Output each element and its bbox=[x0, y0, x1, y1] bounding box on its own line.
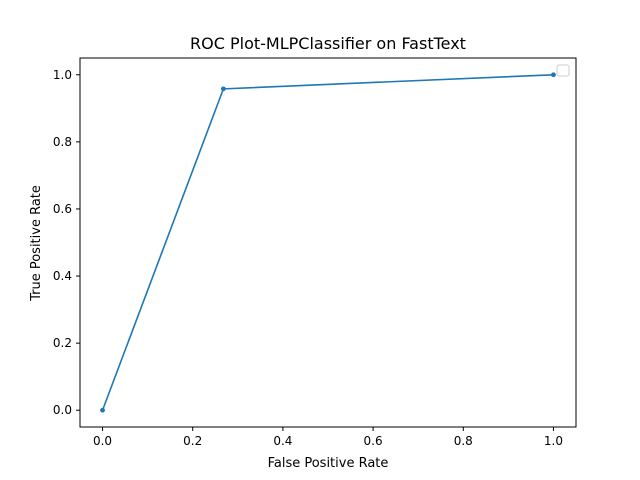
legend-box bbox=[556, 64, 570, 77]
roc-curve-line bbox=[101, 73, 554, 411]
chart-title: ROC Plot-MLPClassifier on FastText bbox=[190, 34, 466, 53]
roc-point-1 bbox=[220, 86, 226, 92]
x-axis-label: False Positive Rate bbox=[268, 456, 389, 471]
y-tick-label-1: 0.2 bbox=[53, 336, 72, 350]
x-tick-label-1: 0.2 bbox=[183, 434, 202, 448]
x-tick-label-2: 0.4 bbox=[273, 434, 292, 448]
y-tick-label-2: 0.4 bbox=[53, 269, 72, 283]
x-tick-label-0: 0.0 bbox=[93, 434, 112, 448]
y-tick-label-0: 0.0 bbox=[53, 403, 72, 417]
plot-frame bbox=[79, 57, 577, 428]
roc-point-2 bbox=[551, 72, 556, 78]
x-tick-label-5: 1.0 bbox=[544, 434, 563, 448]
roc-point-0 bbox=[100, 407, 105, 413]
x-tick-label-4: 0.8 bbox=[454, 434, 473, 448]
y-tick-label-3: 0.6 bbox=[53, 202, 72, 216]
y-tick-label-4: 0.8 bbox=[53, 135, 72, 149]
x-tick-label-3: 0.6 bbox=[364, 434, 383, 448]
y-tick-label-5: 1.0 bbox=[53, 68, 72, 82]
plot-area: 0.0 0.2 0.4 0.6 0.8 1.0 0.0 0.2 0.4 0.6 0.8 1.0 bbox=[53, 57, 577, 448]
y-axis-label: True Positive Rate bbox=[29, 185, 44, 302]
